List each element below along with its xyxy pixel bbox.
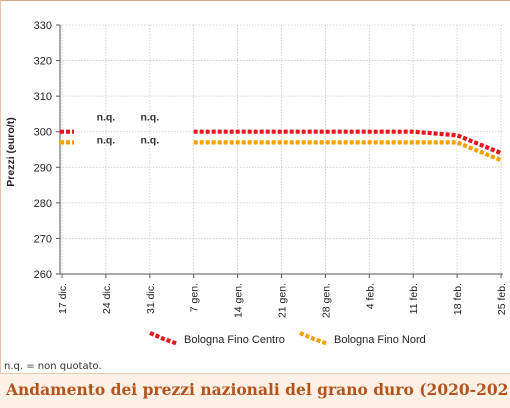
series-line-nord xyxy=(193,140,502,163)
x-tick-label: 31 dic. xyxy=(145,283,157,314)
x-tick-label: 21 gen. xyxy=(277,283,289,318)
x-tick-label: 25 feb. xyxy=(496,283,508,315)
line-chart: 260 270 280 290 300 310 320 330 17 dic. 24 dic. 3… xyxy=(5,20,508,346)
nq-annotation: n.q. xyxy=(140,111,159,123)
y-tick-label: 300 xyxy=(34,127,52,139)
y-tick-label: 290 xyxy=(34,162,52,174)
series-lines xyxy=(60,129,502,163)
nq-annotation: n.q. xyxy=(140,135,159,147)
nq-annotation: n.q. xyxy=(97,135,116,147)
x-tick-label: 18 feb. xyxy=(452,283,464,315)
y-axis-label: Prezzi (euro/t) xyxy=(5,117,17,186)
y-tick-labels: 260 270 280 290 300 310 320 330 xyxy=(34,20,52,281)
y-tick-label: 270 xyxy=(34,233,52,245)
chart-title: Andamento dei prezzi nazionali del grano… xyxy=(6,380,510,399)
x-tick-labels: 17 dic. 24 dic. 31 dic. 7 gen. 14 gen. 21 gen… xyxy=(57,283,508,318)
x-tick-label: 4 feb. xyxy=(364,283,376,309)
gridlines xyxy=(60,24,503,275)
annotations: n.q. n.q. n.q. n.q. xyxy=(97,111,160,146)
series-line-centro xyxy=(193,129,502,156)
legend-swatch xyxy=(299,331,329,346)
y-tick-label: 260 xyxy=(34,269,52,281)
x-tick-label: 7 gen. xyxy=(189,283,201,312)
legend: Bologna Fino Centro Bologna Fino Nord xyxy=(149,331,426,346)
nq-annotation: n.q. xyxy=(97,111,116,123)
footnote: n.q. = non quotato. xyxy=(4,361,102,372)
y-tick-label: 330 xyxy=(34,20,52,32)
legend-label: Bologna Fino Centro xyxy=(184,334,285,346)
x-tick-label: 28 gen. xyxy=(320,283,332,318)
legend-swatch xyxy=(149,331,179,346)
x-tick-label: 14 gen. xyxy=(233,283,245,318)
y-tick-label: 280 xyxy=(34,198,52,210)
title-bar: Andamento dei prezzi nazionali del grano… xyxy=(0,373,510,408)
x-tick-label: 24 dic. xyxy=(101,283,113,314)
y-tick-label: 310 xyxy=(34,91,52,103)
x-tick-label: 11 feb. xyxy=(408,283,420,314)
y-tick-label: 320 xyxy=(34,56,52,68)
axes xyxy=(56,24,503,278)
legend-label: Bologna Fino Nord xyxy=(334,334,426,346)
x-tick-label: 17 dic. xyxy=(57,283,69,314)
